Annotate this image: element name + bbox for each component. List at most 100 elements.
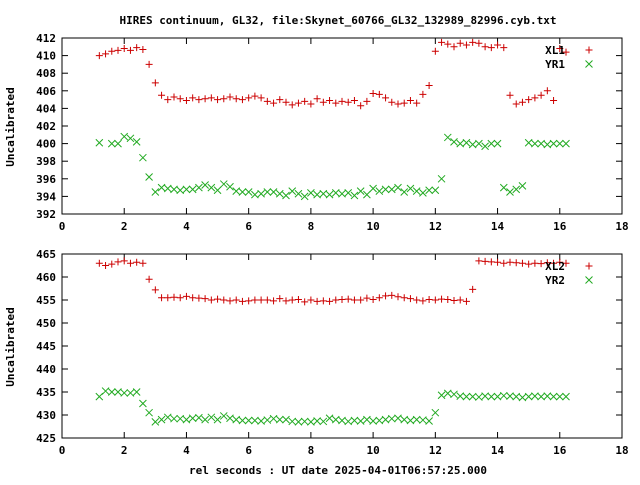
yr1-point: [406, 184, 415, 193]
xl2-point: [164, 294, 172, 302]
xl2-point: [382, 292, 390, 300]
yr1-point: [170, 185, 178, 194]
yr1-point: [518, 181, 527, 190]
xl2-point: [220, 296, 228, 304]
lower-x-tick-label: 0: [59, 444, 66, 457]
xl1-point: [226, 93, 234, 101]
xl2-point: [139, 259, 147, 267]
lower-y-tick-label: 465: [36, 248, 56, 261]
xl1-point: [518, 98, 526, 106]
xl2-point: [232, 296, 240, 304]
lower-y-axis-label: Uncalibrated: [4, 307, 17, 386]
xl2-point: [245, 297, 253, 305]
xl2-point: [562, 259, 570, 267]
xl2-point: [151, 286, 159, 294]
upper-x-tick-label: 6: [245, 220, 252, 233]
upper-x-tick-label: 14: [491, 220, 505, 233]
xl2-point: [319, 297, 327, 305]
xl1-point: [326, 96, 334, 104]
yr1-point: [338, 189, 346, 198]
xl1-point: [276, 96, 284, 104]
yr1-point: [282, 191, 290, 200]
xl1-point: [531, 94, 539, 102]
xl2-point: [214, 295, 222, 303]
xl1-point: [525, 96, 533, 104]
xl1-point: [301, 97, 309, 105]
xl2-point: [444, 296, 452, 304]
yr2-point: [338, 416, 346, 425]
xl2-point: [288, 296, 296, 304]
yr2-point: [275, 415, 284, 424]
yr1-point: [132, 137, 141, 146]
xl2-point: [425, 296, 433, 304]
xl1-point: [350, 96, 358, 104]
xl2-point: [126, 259, 134, 267]
yr1-point: [257, 189, 265, 198]
lower-x-tick-label: 10: [366, 444, 379, 457]
xl2-point: [182, 292, 190, 300]
xl1-point: [375, 90, 383, 98]
yr1-point: [331, 189, 340, 197]
xl1-point: [500, 44, 508, 52]
lower-y-tick-label: 455: [36, 294, 56, 307]
xl1-point: [369, 89, 377, 97]
yr2-point: [170, 414, 178, 423]
yr2-point: [331, 415, 340, 424]
xl1-point: [294, 99, 302, 107]
xl2-point: [158, 294, 166, 302]
legend-yr1-label: YR1: [545, 58, 565, 71]
xl1-point: [158, 91, 166, 99]
yr1-point: [468, 140, 477, 149]
upper-x-tick-label: 18: [615, 220, 628, 233]
xl2-point: [95, 259, 103, 267]
yr2-point: [163, 413, 172, 422]
yr2-point: [120, 389, 129, 397]
yr1-point: [456, 139, 465, 148]
yr1-point: [549, 139, 558, 148]
xl1-point: [251, 92, 259, 100]
yr1-point: [531, 139, 539, 148]
xl1-point: [108, 47, 116, 55]
yr1-point: [555, 139, 564, 148]
xl2-point: [475, 257, 483, 265]
upper-panel: Uncalibrated 0 2 4 6 8 10 12 14 16 18 392 394 396 398…: [4, 32, 629, 233]
lower-x-tick-label: 16: [553, 444, 567, 457]
yr1-point: [207, 183, 216, 192]
xl1-point: [120, 45, 128, 53]
yr1-point: [487, 139, 496, 148]
upper-y-tick-label: 398: [36, 155, 56, 168]
yr1-point: [114, 139, 122, 148]
yr1-point: [313, 190, 321, 199]
upper-plot-area: 0 2 4 6 8 10 12 14 16 18 392 394 396 398 400 402 404 406 4…: [36, 32, 629, 233]
xl1-point: [562, 48, 570, 56]
yr2-point: [387, 414, 396, 423]
yr1-point: [369, 184, 377, 193]
lower-x-tick-label: 2: [121, 444, 128, 457]
yr1-point: [288, 187, 297, 195]
xl2-point: [487, 258, 495, 266]
yr1-point: [269, 188, 278, 196]
x-axis-label: rel seconds : UT date 2025-04-01T06:57:2…: [189, 464, 487, 477]
xl2-point: [369, 296, 377, 304]
yr2-point: [412, 415, 421, 424]
yr2-point: [499, 391, 508, 400]
yr2-point: [443, 389, 452, 398]
yr1-point: [431, 186, 440, 195]
xl2-point: [438, 295, 446, 303]
yr1-point: [213, 186, 222, 195]
xl1-point: [207, 94, 215, 102]
xl2-point: [207, 296, 215, 304]
legend-yr2-label: YR2: [545, 274, 565, 287]
upper-y-tick-label: 396: [36, 173, 56, 186]
yr1-point: [350, 191, 359, 200]
yr1-point: [95, 138, 104, 147]
xl2-point: [338, 296, 346, 304]
yr1-point: [238, 188, 247, 196]
lower-y-tick-label: 435: [36, 386, 56, 399]
xl2-point: [512, 259, 520, 267]
yr2-point: [319, 417, 328, 426]
yr1-point: [319, 189, 328, 198]
upper-y-axis-label: Uncalibrated: [4, 87, 17, 166]
yr2-point: [350, 416, 359, 425]
xl1-point: [257, 94, 265, 102]
